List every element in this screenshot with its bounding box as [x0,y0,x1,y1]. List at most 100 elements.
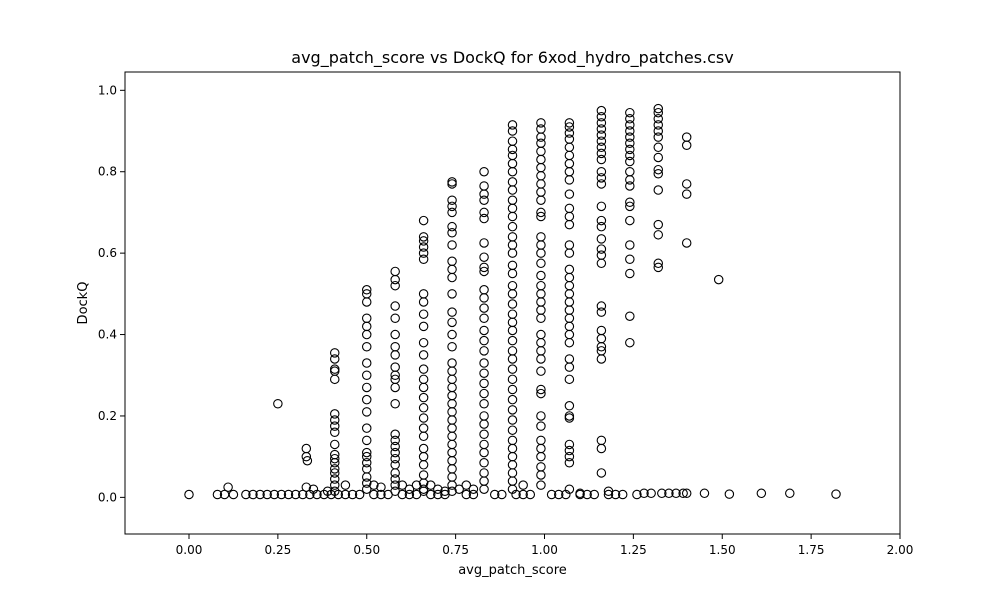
data-point [507,364,518,374]
data-point [596,258,607,269]
data-point [664,488,674,499]
data-point [536,384,546,395]
data-point [376,489,386,500]
data-point [479,293,489,303]
data-point [433,484,443,494]
data-point [536,421,546,431]
data-point [497,489,507,500]
data-point [564,175,575,185]
data-point [596,354,607,364]
data-point [603,486,614,497]
data-point [479,266,489,277]
data-point [376,482,386,492]
data-point [596,234,607,244]
data-point [479,335,489,346]
data-point [536,366,546,376]
y-tick-label: 0.8 [98,165,117,179]
data-point [536,388,546,399]
data-point [507,484,518,494]
data-point [329,374,340,385]
data-point [536,132,546,142]
data-point [561,489,571,500]
data-point [507,354,518,364]
data-point [329,468,340,478]
data-point [248,489,258,500]
data-point [312,489,322,500]
data-point [681,179,692,189]
data-point [625,201,635,212]
data-point [479,398,489,409]
data-point [564,122,575,132]
data-point [596,173,607,183]
data-point [329,464,340,474]
data-point [418,309,429,319]
data-point [507,144,518,155]
data-point [625,311,635,321]
data-point [479,325,489,336]
data-point [639,488,649,499]
data-point [418,431,429,442]
data-point [785,488,795,499]
data-point [536,195,546,205]
data-point [390,453,400,464]
data-point [329,354,340,364]
data-point [596,215,607,226]
data-point [653,258,664,269]
x-tick-label: 0.50 [353,543,380,557]
data-point [269,489,280,500]
data-point [625,181,635,191]
data-point [564,362,575,372]
data-point [319,489,329,500]
y-axis-label: DockQ [76,282,91,325]
data-point [454,484,464,494]
y-tick-label: 0.0 [98,490,117,504]
data-point [536,207,546,218]
data-point [369,480,379,490]
data-point [361,484,372,494]
data-point [479,313,489,324]
data-point [479,368,489,378]
data-point [507,384,518,395]
data-point [536,118,546,128]
data-point [564,451,575,462]
data-point [596,166,607,177]
data-point [329,409,340,419]
data-point [390,468,400,478]
data-point [347,489,358,500]
data-point [564,458,575,468]
data-point [625,175,635,185]
data-point [479,419,489,429]
x-tick-label: 1.75 [798,543,825,557]
data-point [329,453,340,464]
data-point [625,120,635,130]
data-point [447,307,457,317]
data-point [479,303,489,313]
data-point [625,215,635,226]
data-point [564,219,575,230]
x-tick-label: 0.75 [442,543,469,557]
data-point [440,486,450,497]
x-tick-label: 2.00 [887,543,914,557]
data-point [625,107,635,118]
data-point [418,478,429,488]
x-tick-label: 0.25 [265,543,292,557]
data-point [479,166,489,177]
data-point [653,219,664,230]
data-point [507,405,518,415]
data-point [625,150,635,161]
data-point [418,460,429,470]
data-point [507,415,518,425]
data-point [479,207,489,218]
data-point [525,489,536,500]
data-point [625,268,635,279]
data-point [589,489,600,500]
data-point [564,439,575,450]
data-point [507,289,518,299]
data-point [418,236,429,246]
data-point [333,489,344,500]
data-point [479,484,489,494]
data-point [536,313,546,324]
data-point [625,240,635,250]
